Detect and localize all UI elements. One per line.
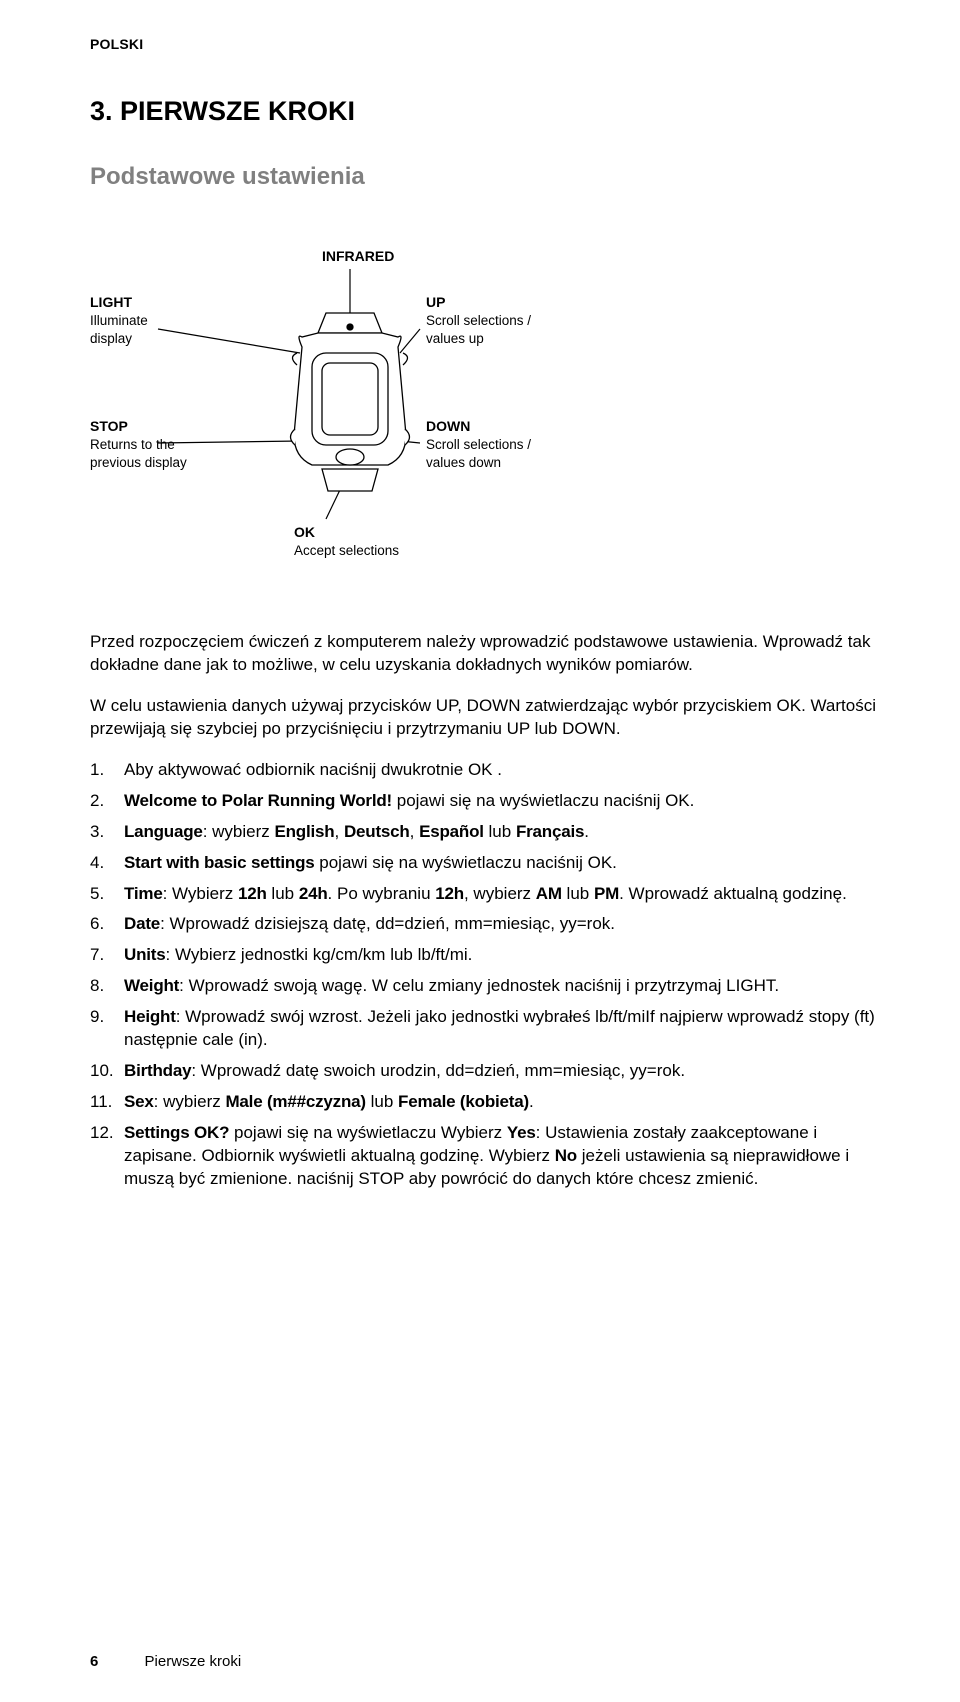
term: Deutsch [344, 822, 410, 841]
t: lub [366, 1092, 398, 1111]
steps-list: 1. Aby aktywować odbiornik naciśnij dwuk… [90, 759, 890, 1191]
term: Units [124, 945, 166, 964]
step-number: 6. [90, 913, 104, 936]
watch-diagram: INFRARED LIGHT Illuminate display UP Scr… [90, 225, 610, 585]
term: English [274, 822, 334, 841]
t: . Wprowadź aktualną godzinę. [619, 884, 847, 903]
step-11: 11. Sex: wybierz Male (m##czyzna) lub Fe… [90, 1091, 890, 1114]
step-7: 7. Units: Wybierz jednostki kg/cm/km lub… [90, 944, 890, 967]
term: No [555, 1146, 577, 1165]
t: pojawi się na wyświetlaczu naciśnij OK. [315, 853, 617, 872]
term: Time [124, 884, 163, 903]
step-3: 3. Language: wybierz English, Deutsch, E… [90, 821, 890, 844]
step-9: 9. Height: Wprowadź swój wzrost. Jeżeli … [90, 1006, 890, 1052]
term: Weight [124, 976, 179, 995]
term: PM [594, 884, 619, 903]
diagram-label-light: LIGHT [90, 294, 132, 310]
t: . [584, 822, 589, 841]
term: 12h [238, 884, 267, 903]
step-number: 10. [90, 1060, 114, 1083]
heading-chapter: 3. PIERWSZE KROKI [90, 96, 890, 127]
step-number: 8. [90, 975, 104, 998]
step-number: 1. [90, 759, 104, 782]
term: Birthday [124, 1061, 191, 1080]
diagram-label-up: UP [426, 294, 445, 310]
diagram-label-down-sub2: values down [426, 455, 501, 470]
term: Yes [507, 1123, 536, 1142]
page-footer: 6 Pierwsze kroki [90, 1653, 241, 1670]
step-text: pojawi się na wyświetlaczu naciśnij OK. [392, 791, 694, 810]
step-2: 2. Welcome to Polar Running World! pojaw… [90, 790, 890, 813]
t: , [334, 822, 343, 841]
diagram-label-down: DOWN [426, 418, 470, 434]
t: . Po wybraniu [328, 884, 436, 903]
intro-paragraph-1: Przed rozpoczęciem ćwiczeń z komputerem … [90, 631, 890, 677]
t: : Wprowadź datę swoich urodzin, dd=dzień… [191, 1061, 685, 1080]
step-number: 9. [90, 1006, 104, 1029]
t: : Wybierz jednostki kg/cm/km lub lb/ft/m… [166, 945, 473, 964]
diagram-label-infrared: INFRARED [322, 248, 394, 264]
t: , [410, 822, 419, 841]
t: : wybierz [154, 1092, 226, 1111]
term: Height [124, 1007, 176, 1026]
term: 24h [299, 884, 328, 903]
intro-paragraph-2: W celu ustawienia danych używaj przycisk… [90, 695, 890, 741]
diagram-label-stop-sub2: previous display [90, 455, 187, 470]
footer-title: Pierwsze kroki [145, 1653, 242, 1670]
diagram-label-ok: OK [294, 524, 315, 540]
step-number: 5. [90, 883, 104, 906]
step-number: 3. [90, 821, 104, 844]
term: Female (kobieta) [398, 1092, 529, 1111]
step-5: 5. Time: Wybierz 12h lub 24h. Po wybrani… [90, 883, 890, 906]
heading-section: Podstawowe ustawienia [90, 163, 890, 191]
step-6: 6. Date: Wprowadź dzisiejszą datę, dd=dz… [90, 913, 890, 936]
term: Welcome to Polar Running World! [124, 791, 392, 810]
step-number: 4. [90, 852, 104, 875]
diagram-label-light-sub2: display [90, 331, 132, 346]
t: : Wprowadź swoją wagę. W celu zmiany jed… [179, 976, 779, 995]
term: Date [124, 914, 160, 933]
t: : Wprowadź swój wzrost. Jeżeli jako jedn… [124, 1007, 875, 1049]
t: lub [562, 884, 594, 903]
step-text: Aby aktywować odbiornik naciśnij dwukrot… [124, 760, 502, 779]
step-number: 7. [90, 944, 104, 967]
term: Start with basic settings [124, 853, 315, 872]
t: : wybierz [203, 822, 275, 841]
page-number: 6 [90, 1653, 98, 1670]
t: : Wprowadź dzisiejszą datę, dd=dzień, mm… [160, 914, 615, 933]
term: 12h [435, 884, 464, 903]
step-4: 4. Start with basic settings pojawi się … [90, 852, 890, 875]
term: Settings OK? [124, 1123, 229, 1142]
t: : Wybierz [163, 884, 238, 903]
step-12: 12. Settings OK? pojawi się na wyświetla… [90, 1122, 890, 1191]
diagram-label-down-sub1: Scroll selections / [426, 437, 531, 452]
t: lub [484, 822, 516, 841]
step-number: 2. [90, 790, 104, 813]
step-1: 1. Aby aktywować odbiornik naciśnij dwuk… [90, 759, 890, 782]
term: Language [124, 822, 203, 841]
diagram-label-up-sub2: values up [426, 331, 484, 346]
step-10: 10. Birthday: Wprowadź datę swoich urodz… [90, 1060, 890, 1083]
step-number: 12. [90, 1122, 114, 1145]
term: Français [516, 822, 584, 841]
diagram-label-ok-sub1: Accept selections [294, 543, 399, 558]
t: lub [267, 884, 299, 903]
term: Male (m##czyzna) [225, 1092, 365, 1111]
diagram-label-stop: STOP [90, 418, 128, 434]
term: AM [536, 884, 562, 903]
term: Sex [124, 1092, 154, 1111]
term: Español [419, 822, 484, 841]
diagram-label-up-sub1: Scroll selections / [426, 313, 531, 328]
t: . [529, 1092, 534, 1111]
t: pojawi się na wyświetlaczu Wybierz [229, 1123, 507, 1142]
t: , wybierz [464, 884, 536, 903]
step-8: 8. Weight: Wprowadź swoją wagę. W celu z… [90, 975, 890, 998]
language-label: POLSKI [90, 36, 890, 52]
diagram-label-stop-sub1: Returns to the [90, 437, 175, 452]
step-number: 11. [90, 1091, 112, 1114]
diagram-label-light-sub1: Illuminate [90, 313, 148, 328]
